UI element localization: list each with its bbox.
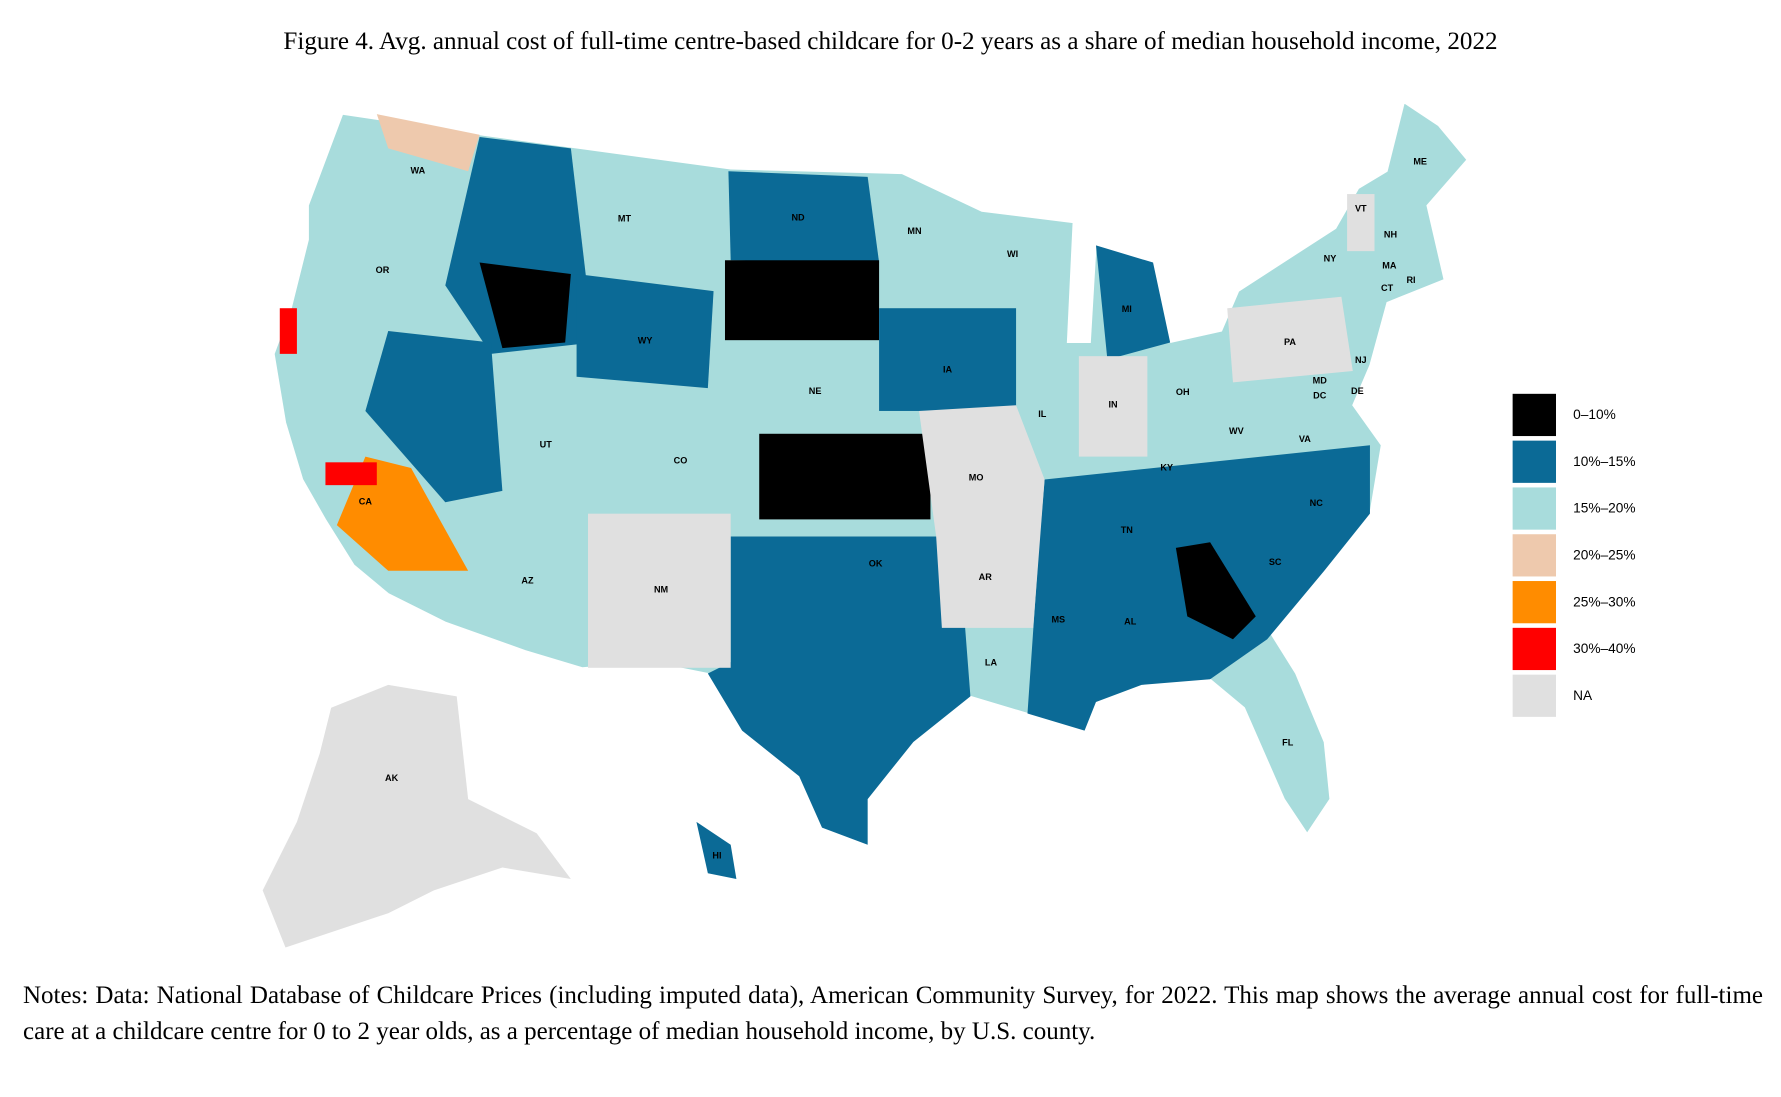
state-label: WA [411,166,426,176]
legend-swatch [1512,440,1557,483]
legend-label: 10%–15% [1573,454,1635,469]
state-label: OK [869,558,883,568]
region [707,536,971,845]
state-label: WY [638,336,653,346]
legend-label: 0–10% [1573,407,1616,422]
state-label: MA [1382,260,1397,270]
state-label: IL [1038,409,1047,419]
legend-swatch [1512,487,1557,530]
state-label: ID [494,298,504,308]
region [262,684,571,948]
state-label: UT [540,440,553,450]
legend-label: 25%–30% [1573,594,1635,609]
state-label: CA [359,497,373,507]
state-label: KY [1160,462,1173,472]
state-label: NE [809,386,822,396]
legend-swatch [1512,674,1557,717]
state-label: NH [1384,230,1397,240]
notes: Notes: Data: National Database of Childc… [23,982,1763,1045]
legend-swatch [1512,393,1557,437]
state-label: ME [1413,157,1427,167]
state-label: GA [1214,614,1228,624]
state-label: SC [1269,557,1282,567]
state-label: DE [1351,386,1364,396]
state-label: AZ [521,575,534,585]
state-label: MS [1051,614,1065,624]
state-label: NJ [1355,355,1367,365]
region [919,405,1045,628]
state-label: MI [1122,304,1132,314]
region [1095,245,1171,360]
region [576,273,714,389]
region [479,262,571,349]
legend-label: 20%–25% [1573,548,1635,563]
state-label: FL [1282,738,1294,748]
legend-label: 30%–40% [1573,641,1635,656]
state-label: NC [1310,498,1324,508]
region [879,308,1017,411]
legend-swatch [1512,581,1557,624]
region [1175,542,1256,640]
state-label: OH [1176,387,1190,397]
state-label: IN [1109,400,1118,410]
state-label: CT [1381,283,1394,293]
state-label: AL [1124,617,1137,627]
state-label: ND [791,212,805,222]
legend: 0–10% 10%–15% 15%–20% 20%–25% 25%–30% 30%–40%… [1512,393,1636,717]
state-label: IA [943,364,953,374]
region [587,513,731,668]
state-label: DC [1313,391,1327,401]
state-label: PA [1284,337,1296,347]
region [724,260,880,341]
state-label: VT [1355,203,1367,213]
title: Figure 4. Avg. annual cost of full-time … [283,28,1497,55]
region [279,308,297,354]
state-label: CO [674,456,688,466]
legend-swatch [1512,627,1557,671]
state-label: AK [385,773,399,783]
state-labels: WA OR CA ID MT WY UT AZ CO NM ND NE OK MN IA MO AR LA WI IL… [359,157,1427,861]
state-label: WI [1007,249,1018,259]
state-label: MD [1313,376,1328,386]
legend-swatch [1512,534,1557,577]
region [1347,194,1375,252]
state-label: MO [969,473,984,483]
state-label: HI [712,851,721,861]
region [728,171,880,263]
map [262,101,1468,948]
state-label: LA [985,658,998,668]
state-label: NY [1324,254,1337,264]
region [376,114,480,172]
state-label: TN [1121,525,1133,535]
legend-label: NA [1573,688,1593,703]
state-label: VA [1299,434,1311,444]
region [759,433,931,520]
region [1078,356,1148,457]
state-label: MT [618,214,632,224]
region [325,462,377,486]
region [696,821,737,879]
legend-label: 15%–20% [1573,501,1635,516]
region [365,331,503,503]
state-label: MN [907,226,921,236]
state-label: WV [1229,426,1245,436]
state-label: RI [1406,275,1415,285]
state-label: AR [979,572,993,582]
state-label: OR [376,265,390,275]
region [1227,296,1353,383]
state-label: NM [654,585,668,595]
